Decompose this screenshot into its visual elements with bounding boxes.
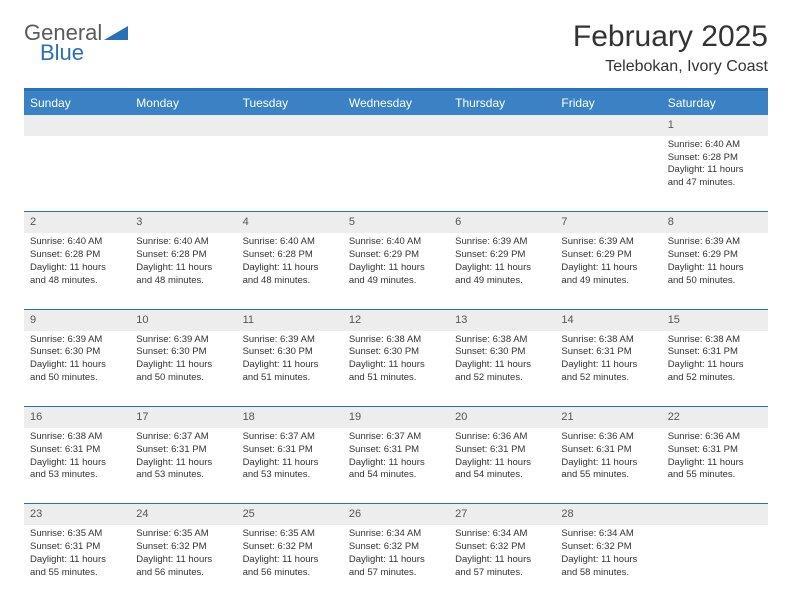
day-cell: Sunrise: 6:36 AM Sunset: 6:31 PM Dayligh… bbox=[555, 428, 661, 504]
day-number: 23 bbox=[24, 504, 130, 525]
day-number: 6 bbox=[449, 212, 555, 233]
day-cell: Sunrise: 6:35 AM Sunset: 6:31 PM Dayligh… bbox=[24, 525, 130, 601]
day-number-row: 16171819202122 bbox=[24, 407, 768, 428]
logo-word-2: Blue bbox=[40, 40, 84, 66]
day-number: 1 bbox=[662, 115, 768, 136]
day-cell bbox=[237, 136, 343, 212]
day-number: 27 bbox=[449, 504, 555, 525]
day-cell: Sunrise: 6:37 AM Sunset: 6:31 PM Dayligh… bbox=[130, 428, 236, 504]
day-content-row: Sunrise: 6:35 AM Sunset: 6:31 PM Dayligh… bbox=[24, 525, 768, 601]
day-cell: Sunrise: 6:38 AM Sunset: 6:31 PM Dayligh… bbox=[555, 331, 661, 407]
weekday-header: Tuesday bbox=[237, 91, 343, 115]
day-cell: Sunrise: 6:40 AM Sunset: 6:29 PM Dayligh… bbox=[343, 233, 449, 309]
day-cell bbox=[555, 136, 661, 212]
day-number: 25 bbox=[237, 504, 343, 525]
day-number: 26 bbox=[343, 504, 449, 525]
day-number bbox=[449, 115, 555, 136]
day-number: 24 bbox=[130, 504, 236, 525]
day-number bbox=[555, 115, 661, 136]
day-number bbox=[662, 504, 768, 525]
day-content-row: Sunrise: 6:38 AM Sunset: 6:31 PM Dayligh… bbox=[24, 428, 768, 504]
day-cell: Sunrise: 6:34 AM Sunset: 6:32 PM Dayligh… bbox=[343, 525, 449, 601]
day-number: 18 bbox=[237, 407, 343, 428]
weekday-header: Monday bbox=[130, 91, 236, 115]
day-content-row: Sunrise: 6:40 AM Sunset: 6:28 PM Dayligh… bbox=[24, 136, 768, 212]
day-cell: Sunrise: 6:40 AM Sunset: 6:28 PM Dayligh… bbox=[130, 233, 236, 309]
day-cell: Sunrise: 6:40 AM Sunset: 6:28 PM Dayligh… bbox=[662, 136, 768, 212]
day-number-row: 1 bbox=[24, 115, 768, 136]
day-cell: Sunrise: 6:35 AM Sunset: 6:32 PM Dayligh… bbox=[237, 525, 343, 601]
day-cell bbox=[24, 136, 130, 212]
day-number: 10 bbox=[130, 309, 236, 330]
day-cell: Sunrise: 6:38 AM Sunset: 6:30 PM Dayligh… bbox=[343, 331, 449, 407]
day-number bbox=[24, 115, 130, 136]
day-cell: Sunrise: 6:35 AM Sunset: 6:32 PM Dayligh… bbox=[130, 525, 236, 601]
day-cell: Sunrise: 6:39 AM Sunset: 6:29 PM Dayligh… bbox=[555, 233, 661, 309]
logo-triangle-icon bbox=[104, 24, 132, 42]
weekday-header: Wednesday bbox=[343, 91, 449, 115]
day-cell: Sunrise: 6:39 AM Sunset: 6:29 PM Dayligh… bbox=[449, 233, 555, 309]
day-cell: Sunrise: 6:39 AM Sunset: 6:30 PM Dayligh… bbox=[24, 331, 130, 407]
location-label: Telebokan, Ivory Coast bbox=[573, 58, 768, 76]
page-header: General Blue February 2025 Telebokan, Iv… bbox=[24, 20, 768, 76]
day-cell bbox=[449, 136, 555, 212]
day-cell: Sunrise: 6:38 AM Sunset: 6:31 PM Dayligh… bbox=[24, 428, 130, 504]
day-cell: Sunrise: 6:36 AM Sunset: 6:31 PM Dayligh… bbox=[449, 428, 555, 504]
day-number: 15 bbox=[662, 309, 768, 330]
day-cell: Sunrise: 6:39 AM Sunset: 6:29 PM Dayligh… bbox=[662, 233, 768, 309]
logo: General Blue bbox=[24, 20, 144, 70]
month-title: February 2025 bbox=[573, 20, 768, 54]
day-cell: Sunrise: 6:34 AM Sunset: 6:32 PM Dayligh… bbox=[555, 525, 661, 601]
day-number bbox=[343, 115, 449, 136]
day-number bbox=[130, 115, 236, 136]
day-cell: Sunrise: 6:37 AM Sunset: 6:31 PM Dayligh… bbox=[343, 428, 449, 504]
day-content-row: Sunrise: 6:39 AM Sunset: 6:30 PM Dayligh… bbox=[24, 331, 768, 407]
day-cell: Sunrise: 6:34 AM Sunset: 6:32 PM Dayligh… bbox=[449, 525, 555, 601]
day-cell: Sunrise: 6:39 AM Sunset: 6:30 PM Dayligh… bbox=[130, 331, 236, 407]
day-number: 7 bbox=[555, 212, 661, 233]
weekday-header: Thursday bbox=[449, 91, 555, 115]
day-content-row: Sunrise: 6:40 AM Sunset: 6:28 PM Dayligh… bbox=[24, 233, 768, 309]
day-cell: Sunrise: 6:40 AM Sunset: 6:28 PM Dayligh… bbox=[237, 233, 343, 309]
day-number: 22 bbox=[662, 407, 768, 428]
day-number: 17 bbox=[130, 407, 236, 428]
day-cell: Sunrise: 6:39 AM Sunset: 6:30 PM Dayligh… bbox=[237, 331, 343, 407]
weekday-header-row: Sunday Monday Tuesday Wednesday Thursday… bbox=[24, 91, 768, 115]
day-number: 14 bbox=[555, 309, 661, 330]
weekday-header: Friday bbox=[555, 91, 661, 115]
day-number: 21 bbox=[555, 407, 661, 428]
day-number: 20 bbox=[449, 407, 555, 428]
day-cell: Sunrise: 6:40 AM Sunset: 6:28 PM Dayligh… bbox=[24, 233, 130, 309]
day-number-row: 9101112131415 bbox=[24, 309, 768, 330]
day-number: 9 bbox=[24, 309, 130, 330]
day-number: 28 bbox=[555, 504, 661, 525]
day-number: 8 bbox=[662, 212, 768, 233]
title-block: February 2025 Telebokan, Ivory Coast bbox=[573, 20, 768, 76]
day-number: 5 bbox=[343, 212, 449, 233]
calendar-table: Sunday Monday Tuesday Wednesday Thursday… bbox=[24, 91, 768, 601]
day-cell: Sunrise: 6:38 AM Sunset: 6:31 PM Dayligh… bbox=[662, 331, 768, 407]
day-number: 2 bbox=[24, 212, 130, 233]
day-number: 11 bbox=[237, 309, 343, 330]
day-number: 16 bbox=[24, 407, 130, 428]
day-cell: Sunrise: 6:37 AM Sunset: 6:31 PM Dayligh… bbox=[237, 428, 343, 504]
day-number: 13 bbox=[449, 309, 555, 330]
day-cell bbox=[343, 136, 449, 212]
day-cell: Sunrise: 6:36 AM Sunset: 6:31 PM Dayligh… bbox=[662, 428, 768, 504]
day-number: 3 bbox=[130, 212, 236, 233]
weekday-header: Sunday bbox=[24, 91, 130, 115]
weekday-header: Saturday bbox=[662, 91, 768, 115]
day-number-row: 2345678 bbox=[24, 212, 768, 233]
day-cell bbox=[130, 136, 236, 212]
day-number: 12 bbox=[343, 309, 449, 330]
day-number bbox=[237, 115, 343, 136]
day-number: 4 bbox=[237, 212, 343, 233]
day-cell: Sunrise: 6:38 AM Sunset: 6:30 PM Dayligh… bbox=[449, 331, 555, 407]
day-number: 19 bbox=[343, 407, 449, 428]
day-cell bbox=[662, 525, 768, 601]
day-number-row: 232425262728 bbox=[24, 504, 768, 525]
